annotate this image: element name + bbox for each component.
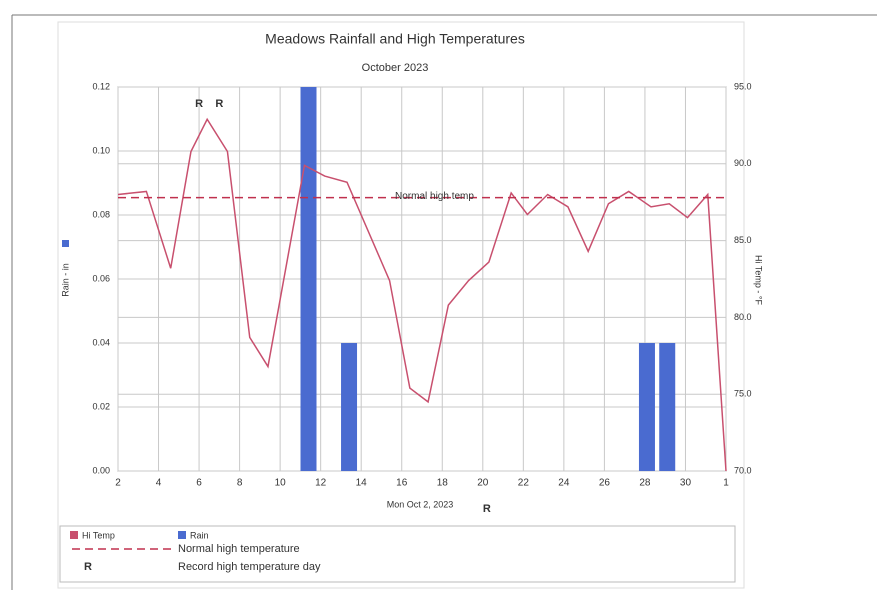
y-axis-label: Rain - in [60,263,70,297]
x-tick-label: 16 [396,478,408,489]
x-tick-label: 24 [558,478,570,489]
x-tick-label: 22 [518,478,530,489]
bar [341,343,358,471]
legend-label: Record high temperature day [178,561,321,573]
chart-subtitle: October 2023 [362,62,429,74]
y2-axis-label: Hi Temp - °F [754,255,764,305]
chart-title: Meadows Rainfall and High Temperatures [265,31,525,47]
y-tick-label: 0.08 [92,209,110,219]
legend-label: Normal high temperature [178,543,300,555]
y-tick-label: 0.06 [92,273,110,283]
x-tick-label: 2 [115,478,121,489]
x-tick-label: 10 [275,478,287,489]
y-tick-label: 0.10 [92,145,110,155]
y-axis-key [62,240,69,247]
y-tick-label: 0.04 [92,337,110,347]
panel [57,21,745,589]
x-tick-label: 20 [477,478,489,489]
legend-symbol: R [84,561,92,573]
y2-tick-label: 85.0 [734,235,752,245]
record-marker: R [215,98,223,110]
y2-tick-label: 75.0 [734,389,752,399]
x-tick-label: 14 [356,478,368,489]
reference-label: Normal high temp [395,191,474,202]
y2-tick-label: 95.0 [734,81,752,91]
record-marker: R [195,98,203,110]
y2-tick-label: 70.0 [734,465,752,475]
x-tick-label: 6 [196,478,202,489]
x-tick-label: 4 [156,478,162,489]
y2-tick-label: 90.0 [734,158,752,168]
y-tick-label: 0.00 [92,465,110,475]
x-tick-label: 1 [723,478,729,489]
x-tick-label: 28 [639,478,651,489]
y-tick-label: 0.02 [92,401,110,411]
legend-swatch [70,531,78,539]
bar [659,343,676,471]
record-marker: R [483,503,491,515]
y2-tick-label: 80.0 [734,312,752,322]
x-tick-label: 18 [437,478,449,489]
legend-swatch [178,531,186,539]
legend-box [59,525,736,583]
bar [638,343,655,471]
legend-label: Rain [190,530,209,540]
legend-label: Hi Temp [82,530,115,540]
bar [300,87,317,471]
x-tick-label: 26 [599,478,611,489]
temp-line [117,117,727,472]
x-tick-label: 30 [680,478,692,489]
x-axis-label: Mon Oct 2, 2023 [387,499,454,509]
x-tick-label: 8 [237,478,243,489]
y-tick-label: 0.12 [92,81,110,91]
x-tick-label: 12 [315,478,327,489]
